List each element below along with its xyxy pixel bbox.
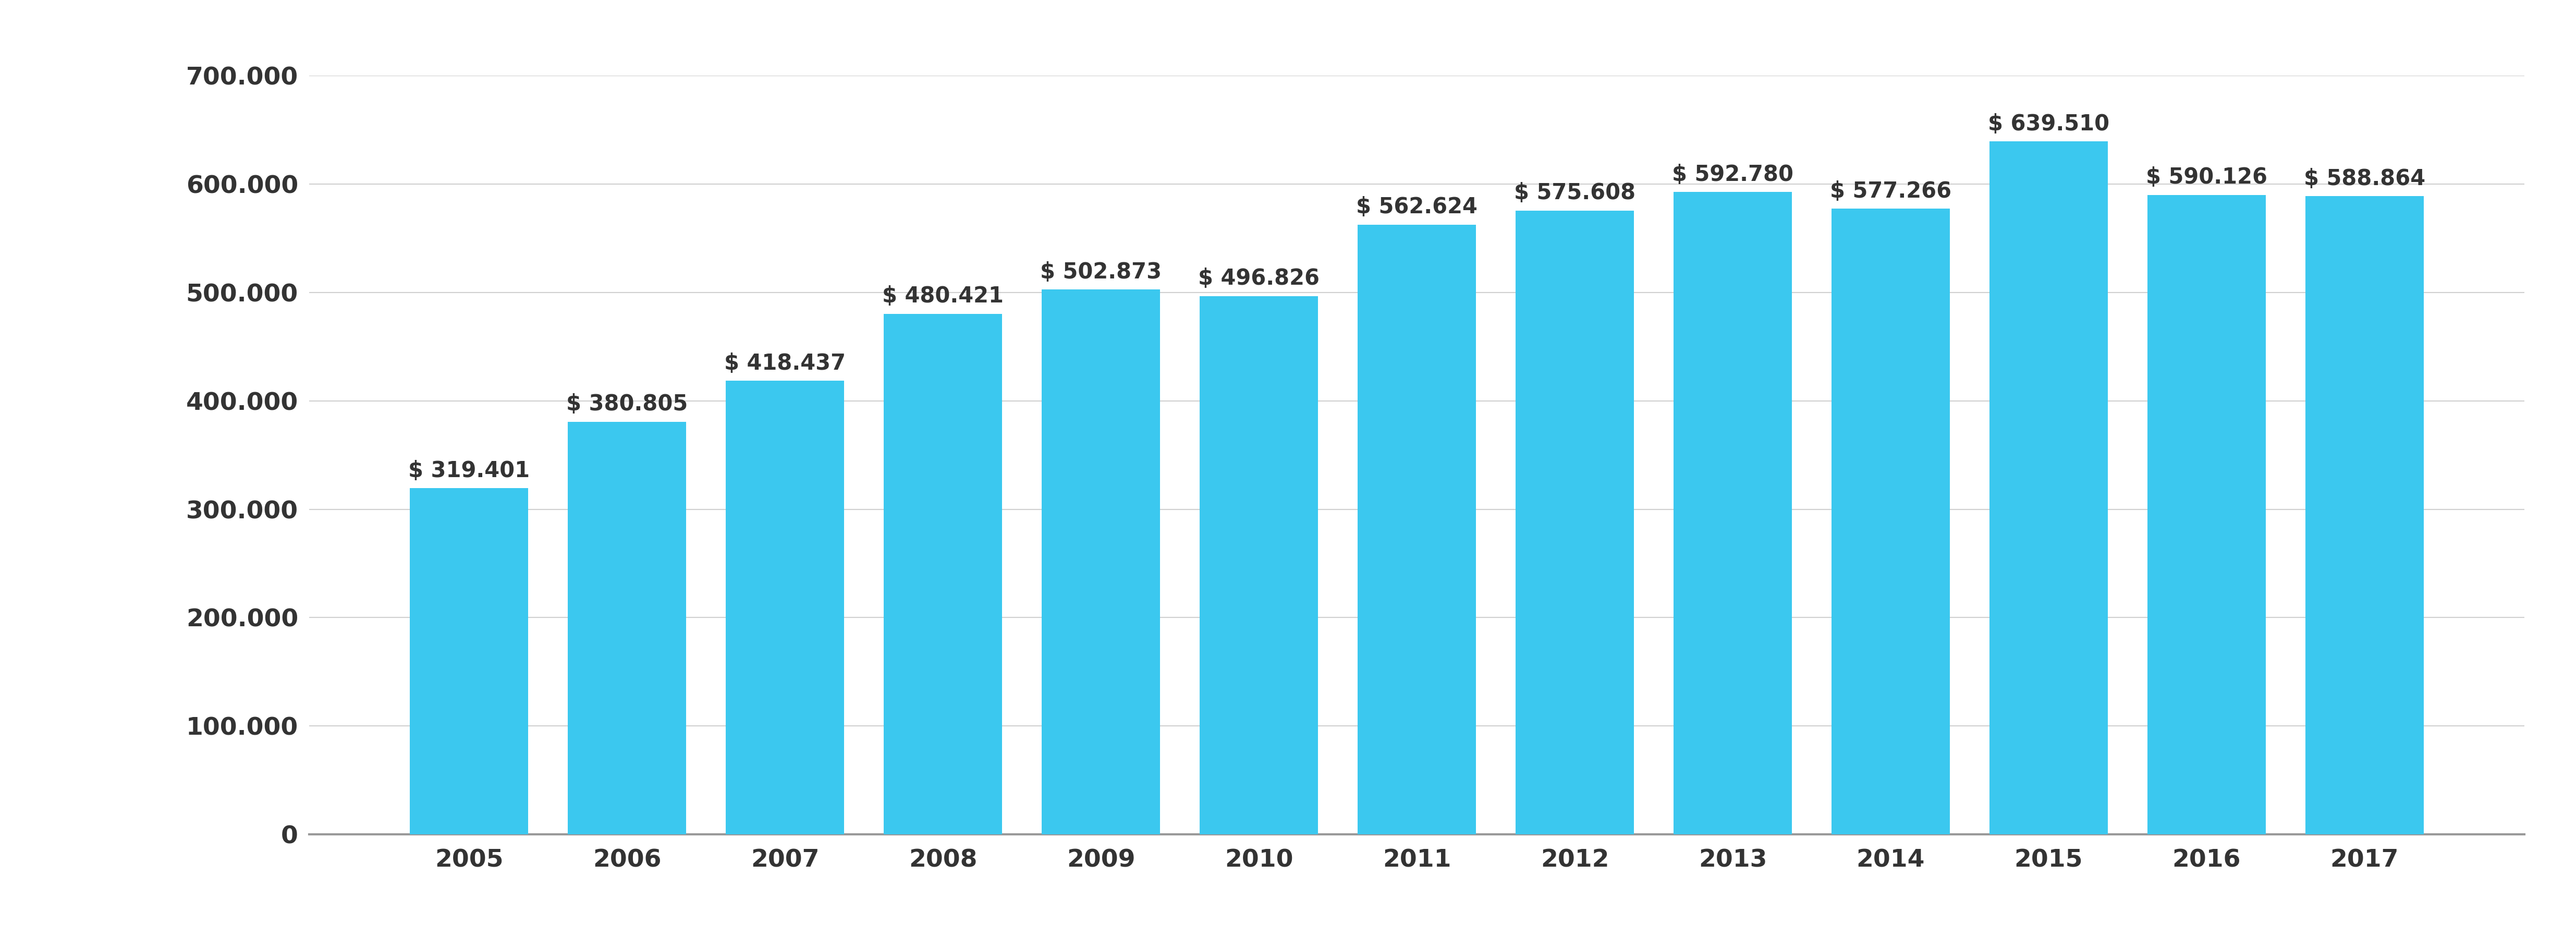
Bar — [1674, 192, 1793, 834]
Text: $ 592.780: $ 592.780 — [1672, 164, 1793, 186]
Bar — [2306, 196, 2424, 834]
Text: $ 577.266: $ 577.266 — [1829, 180, 1953, 202]
Text: $ 380.805: $ 380.805 — [567, 393, 688, 415]
Text: $ 502.873: $ 502.873 — [1041, 261, 1162, 283]
Text: $ 319.401: $ 319.401 — [407, 460, 531, 482]
Text: $ 590.126: $ 590.126 — [2146, 167, 2267, 189]
Text: $ 588.864: $ 588.864 — [2303, 168, 2427, 190]
Text: $ 496.826: $ 496.826 — [1198, 267, 1319, 289]
Bar — [2148, 195, 2267, 834]
Bar — [1200, 296, 1319, 834]
Bar — [726, 381, 845, 834]
Bar — [567, 422, 685, 834]
Bar — [1515, 210, 1633, 834]
Text: $ 562.624: $ 562.624 — [1355, 196, 1479, 218]
Bar — [1041, 289, 1159, 834]
Text: $ 480.421: $ 480.421 — [881, 285, 1005, 307]
Bar — [884, 314, 1002, 834]
Bar — [1358, 225, 1476, 834]
Bar — [1989, 141, 2107, 834]
Text: $ 575.608: $ 575.608 — [1515, 182, 1636, 204]
Text: $ 639.510: $ 639.510 — [1989, 113, 2110, 135]
Text: $ 418.437: $ 418.437 — [724, 353, 845, 374]
Bar — [410, 488, 528, 834]
Bar — [1832, 209, 1950, 834]
